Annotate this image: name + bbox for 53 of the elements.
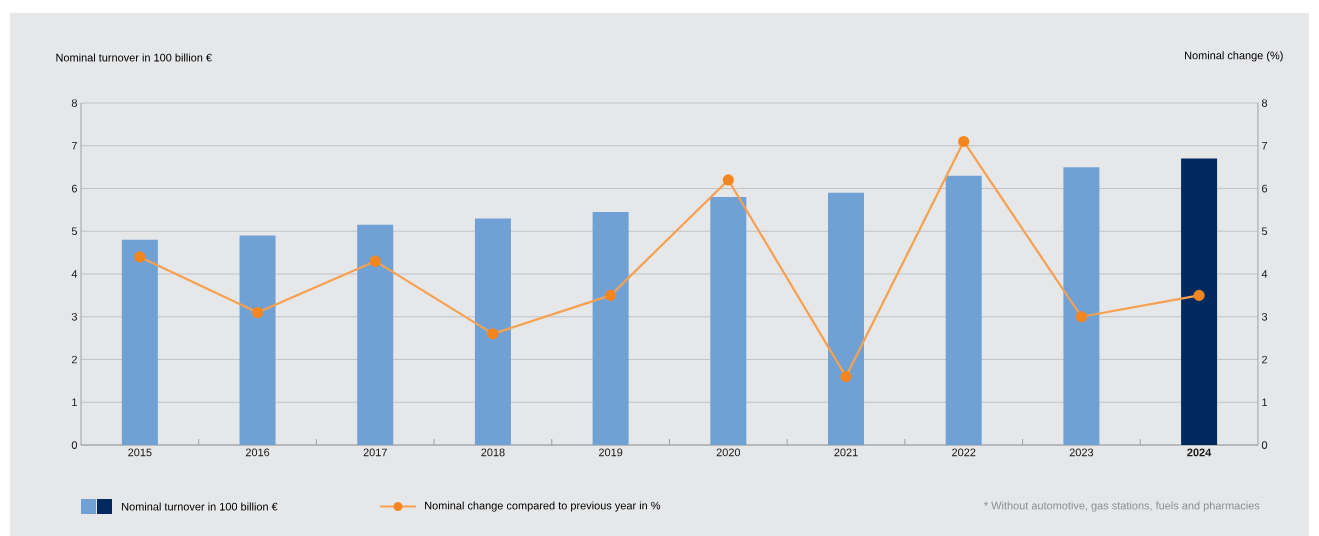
y-tick-label: 5 xyxy=(71,227,78,236)
y-tick-label: 8 xyxy=(71,99,77,107)
x-tick-label: 2019 xyxy=(598,448,623,457)
y-tick-label: 2 xyxy=(71,355,77,364)
point xyxy=(605,289,617,301)
x-tick-label: 2016 xyxy=(245,448,270,457)
point xyxy=(487,328,499,340)
bar xyxy=(710,197,747,445)
point xyxy=(1075,311,1087,323)
x-tick-label: 2017 xyxy=(363,448,387,457)
bar xyxy=(474,218,511,445)
x-tick-label: 2015 xyxy=(128,448,152,457)
y-axis-title: Nominal turnover in 100 billion € xyxy=(56,53,212,62)
y-tick-label: 0 xyxy=(71,441,78,449)
y-tick-label: 7 xyxy=(71,141,77,150)
x-tick-label: 2021 xyxy=(834,448,858,457)
y-tick-label: 6 xyxy=(71,184,77,193)
y2-tick-label: 4 xyxy=(1261,270,1268,278)
x-tick-label: 2024 xyxy=(1187,448,1212,457)
x-tick-label: 2022 xyxy=(952,448,976,457)
y2-tick-label: 3 xyxy=(1261,312,1268,321)
bar xyxy=(945,175,982,445)
bar xyxy=(357,224,394,445)
point xyxy=(134,251,146,263)
legend-label: Nominal change compared to previous year in % xyxy=(425,501,661,512)
bar xyxy=(239,235,276,445)
y2-tick-label: 7 xyxy=(1262,141,1268,150)
point xyxy=(722,174,734,186)
y-tick-label: 1 xyxy=(72,398,77,407)
legend-label: Nominal turnover in 100 billion € xyxy=(122,502,278,511)
bar xyxy=(592,212,629,445)
point xyxy=(251,306,264,319)
bar xyxy=(1181,158,1218,445)
y2-tick-label: 0 xyxy=(1261,441,1268,449)
y2-tick-label: 1 xyxy=(1262,398,1268,407)
y2-tick-label: 2 xyxy=(1262,355,1268,364)
y2-axis-title: Nominal change (%) xyxy=(1185,51,1283,62)
bar xyxy=(121,239,158,445)
x-tick-label: 2020 xyxy=(716,448,741,457)
point xyxy=(369,255,381,267)
y-tick-label: 4 xyxy=(71,270,78,278)
bar xyxy=(1063,167,1100,445)
point xyxy=(840,371,852,383)
x-tick-label: 2018 xyxy=(481,448,505,457)
y2-tick-label: 8 xyxy=(1261,99,1268,107)
y2-tick-label: 6 xyxy=(1262,184,1268,193)
text: * Without automotive, gas stations, fuels and pharmacies xyxy=(984,501,1260,512)
x-tick-label: 2023 xyxy=(1069,448,1094,457)
y2-tick-label: 5 xyxy=(1261,227,1268,236)
point xyxy=(958,135,970,148)
y-tick-label: 3 xyxy=(71,312,77,321)
bar xyxy=(828,192,865,445)
point xyxy=(1193,289,1205,301)
